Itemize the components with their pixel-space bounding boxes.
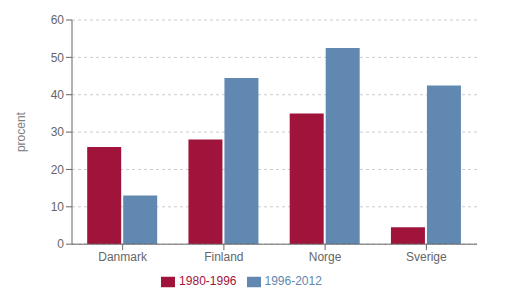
svg-text:0: 0 — [57, 237, 64, 251]
svg-text:Finland: Finland — [204, 250, 243, 264]
svg-text:20: 20 — [51, 163, 65, 177]
svg-text:procent: procent — [14, 111, 28, 152]
svg-text:30: 30 — [51, 125, 65, 139]
svg-text:10: 10 — [51, 200, 65, 214]
html-text:1996-2012: 1996-2012 — [264, 274, 322, 289]
svg-text:Norge: Norge — [309, 250, 342, 264]
svg-text:50: 50 — [51, 51, 65, 65]
svg-text:60: 60 — [51, 13, 65, 27]
svg-text:40: 40 — [51, 88, 65, 102]
svg-text:Danmark: Danmark — [98, 250, 148, 264]
html-text:1980-1996: 1980-1996 — [179, 274, 237, 289]
svg-text:Sverige: Sverige — [406, 250, 447, 264]
